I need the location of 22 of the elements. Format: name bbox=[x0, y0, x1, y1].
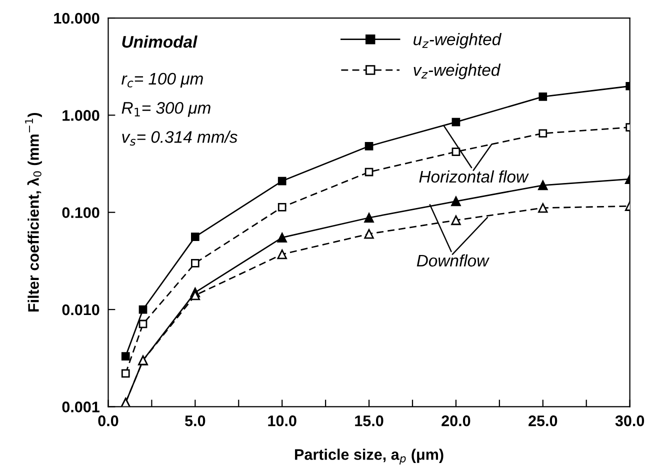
y-tick-label: 0.100 bbox=[62, 207, 100, 218]
x-tick-label: 10.0 bbox=[268, 415, 296, 426]
x-tick-label: 20.0 bbox=[442, 415, 470, 426]
y-tick-label: 1.000 bbox=[62, 110, 100, 121]
x-tick-label: 15.0 bbox=[355, 415, 384, 426]
annotation: Unimodal bbox=[122, 36, 198, 48]
legend-label: v$_{z}$-weighted bbox=[414, 64, 501, 80]
y-tick-label: 10.000 bbox=[54, 12, 100, 24]
x-axis-title: Particle size, a$_{p}$ (μm) bbox=[295, 448, 444, 465]
x-tick-label: 0.0 bbox=[98, 415, 118, 426]
x-tick-label: 25.0 bbox=[528, 415, 558, 426]
annotation: Horizontal flow bbox=[419, 170, 529, 183]
y-tick-label: 0.001 bbox=[62, 402, 100, 412]
y-axis-title: Filter coefficient, λ$_{0}$ (mm$^{−1}$) bbox=[25, 112, 42, 312]
annotation: v$_{s}$= 0.314 mm/s bbox=[122, 130, 238, 146]
y-tick-label: 0.010 bbox=[62, 304, 100, 316]
annotation: R$_{1}$= 300 μm bbox=[122, 102, 210, 117]
x-tick-label: 5.0 bbox=[185, 415, 206, 426]
annotation: r$_{c}$= 100 μm bbox=[122, 72, 203, 88]
legend-label: u$_{z}$-weighted bbox=[414, 33, 502, 49]
annotation: Downflow bbox=[416, 254, 490, 267]
x-tick-label: 30.0 bbox=[615, 415, 644, 426]
